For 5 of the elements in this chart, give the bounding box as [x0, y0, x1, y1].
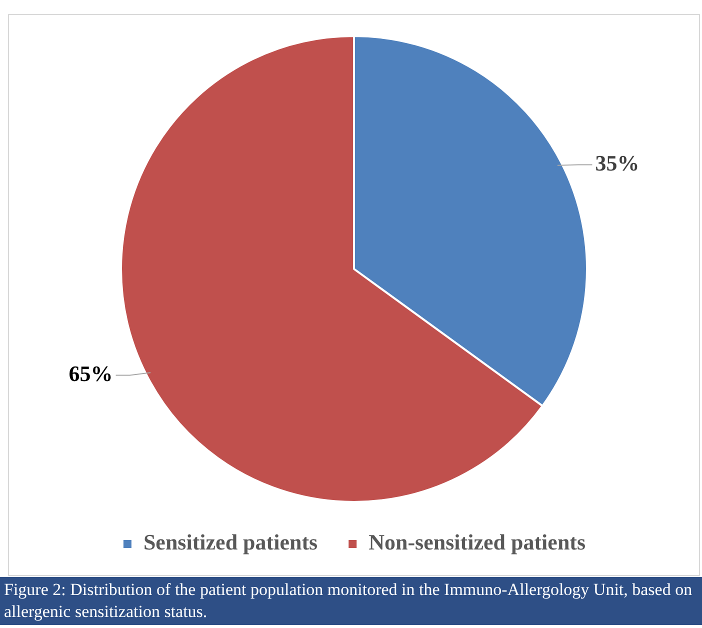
caption: Figure 2: Distribution of the patient population monitored in the Immuno-Allergology Unit, based on allergenic sensitization status.	[0, 577, 702, 625]
data-label: 65%	[68, 360, 113, 386]
legend-label: Sensitized patients	[143, 530, 318, 555]
legend-label: Non-sensitized patients	[368, 530, 586, 555]
data-label: 35%	[595, 150, 640, 176]
